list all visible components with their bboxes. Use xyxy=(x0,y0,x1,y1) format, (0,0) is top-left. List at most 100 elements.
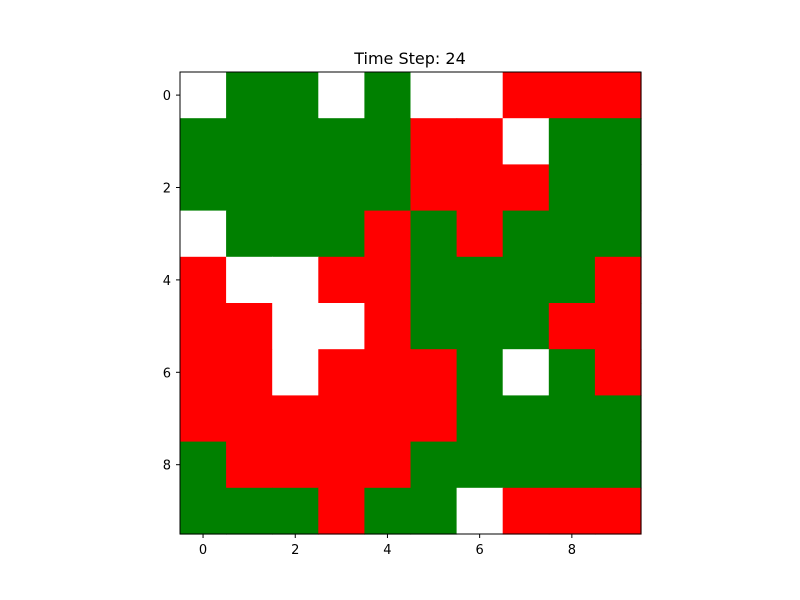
heatmap-cell-r7-c8 xyxy=(548,395,596,443)
heatmap-cell-r8-c3 xyxy=(318,441,365,489)
heatmap-cell-r6-c1 xyxy=(226,349,273,396)
heatmap-cell-r9-c0 xyxy=(180,487,227,535)
heatmap-cell-r6-c2 xyxy=(272,349,319,396)
heatmap-cell-r8-c2 xyxy=(272,441,319,489)
heatmap-cell-r4-c1 xyxy=(226,256,273,304)
heatmap-cell-r4-c8 xyxy=(548,256,596,304)
x-tick-label-4: 4 xyxy=(383,543,391,558)
heatmap-cell-r5-c6 xyxy=(456,303,504,350)
heatmap-cell-r3-c7 xyxy=(502,210,550,258)
heatmap-cell-r2-c2 xyxy=(272,164,319,212)
heatmap-cell-r7-c9 xyxy=(594,395,642,443)
heatmap-cell-r3-c5 xyxy=(410,210,458,258)
heatmap-cell-r2-c9 xyxy=(594,164,642,212)
heatmap-cell-r7-c7 xyxy=(502,395,550,443)
heatmap-cell-r8-c1 xyxy=(226,441,273,489)
heatmap-cell-r2-c5 xyxy=(410,164,458,212)
heatmap-cell-r2-c3 xyxy=(318,164,365,212)
heatmap-cell-r7-c2 xyxy=(272,395,319,443)
axis-ticks: 0 2 4 6 8 0 2 4 6 8 xyxy=(163,89,576,558)
heatmap-cell-r4-c4 xyxy=(364,256,412,304)
heatmap-cell-r3-c3 xyxy=(318,210,365,258)
heatmap-cell-r9-c2 xyxy=(272,487,319,535)
heatmap-cell-r1-c7 xyxy=(502,118,550,165)
chart-title: Time Step: 24 xyxy=(353,49,466,68)
heatmap-cell-r0-c2 xyxy=(272,72,319,119)
heatmap-cell-r4-c5 xyxy=(410,256,458,304)
heatmap-cell-r9-c7 xyxy=(502,487,550,535)
heatmap-cell-r8-c4 xyxy=(364,441,412,489)
heatmap-cell-r9-c5 xyxy=(410,487,458,535)
heatmap-cell-r9-c6 xyxy=(456,487,504,535)
heatmap-cell-r1-c9 xyxy=(594,118,642,165)
heatmap-cell-r3-c0 xyxy=(180,210,227,258)
heatmap-cell-r2-c0 xyxy=(180,164,227,212)
heatmap-cell-r9-c8 xyxy=(548,487,596,535)
heatmap-cell-r1-c2 xyxy=(272,118,319,165)
heatmap-cell-r8-c9 xyxy=(594,441,642,489)
heatmap-cell-r3-c1 xyxy=(226,210,273,258)
heatmap-cell-r8-c8 xyxy=(548,441,596,489)
heatmap-cell-r5-c7 xyxy=(502,303,550,350)
heatmap-cell-r0-c0 xyxy=(180,72,227,119)
heatmap-cell-r6-c4 xyxy=(364,349,412,396)
heatmap-cell-r4-c2 xyxy=(272,256,319,304)
heatmap-cell-r5-c4 xyxy=(364,303,412,350)
heatmap-cell-r1-c0 xyxy=(180,118,227,165)
heatmap-cell-r1-c4 xyxy=(364,118,412,165)
heatmap-cell-r1-c6 xyxy=(456,118,504,165)
heatmap-cell-r6-c8 xyxy=(548,349,596,396)
heatmap-cell-r4-c3 xyxy=(318,256,365,304)
heatmap-cell-r0-c5 xyxy=(410,72,458,119)
heatmap-cell-r7-c1 xyxy=(226,395,273,443)
heatmap-cell-r1-c1 xyxy=(226,118,273,165)
heatmap-cell-r9-c4 xyxy=(364,487,412,535)
y-tick-label-4: 4 xyxy=(163,274,171,289)
heatmap-cell-r2-c7 xyxy=(502,164,550,212)
heatmap-cell-r8-c0 xyxy=(180,441,227,489)
heatmap-cell-r5-c9 xyxy=(594,303,642,350)
y-tick-label-2: 2 xyxy=(163,182,171,197)
heatmap-cell-r6-c3 xyxy=(318,349,365,396)
heatmap-cell-r4-c6 xyxy=(456,256,504,304)
heatmap-cell-r6-c5 xyxy=(410,349,458,396)
heatmap-cell-r1-c3 xyxy=(318,118,365,165)
y-tick-label-6: 6 xyxy=(163,366,171,381)
heatmap-cell-r5-c5 xyxy=(410,303,458,350)
heatmap-cell-r7-c3 xyxy=(318,395,365,443)
heatmap-cell-r4-c7 xyxy=(502,256,550,304)
heatmap-cell-r5-c8 xyxy=(548,303,596,350)
heatmap-cell-r8-c6 xyxy=(456,441,504,489)
heatmap-cell-r7-c0 xyxy=(180,395,227,443)
heatmap-cell-r3-c4 xyxy=(364,210,412,258)
heatmap-cell-r5-c1 xyxy=(226,303,273,350)
heatmap-cell-r6-c7 xyxy=(502,349,550,396)
heatmap-cell-r0-c7 xyxy=(502,72,550,119)
heatmap-cell-r6-c0 xyxy=(180,349,227,396)
heatmap-cell-r3-c2 xyxy=(272,210,319,258)
heatmap-cell-r6-c6 xyxy=(456,349,504,396)
x-tick-label-8: 8 xyxy=(568,543,576,558)
heatmap-cell-r5-c2 xyxy=(272,303,319,350)
heatmap-cell-r3-c9 xyxy=(594,210,642,258)
heatmap-cell-r8-c5 xyxy=(410,441,458,489)
heatmap-cell-r0-c8 xyxy=(548,72,596,119)
x-tick-label-6: 6 xyxy=(476,543,484,558)
heatmap-cell-r5-c3 xyxy=(318,303,365,350)
x-tick-label-2: 2 xyxy=(291,543,299,558)
heatmap-cells xyxy=(180,72,642,535)
heatmap-cell-r7-c6 xyxy=(456,395,504,443)
heatmap-cell-r7-c4 xyxy=(364,395,412,443)
heatmap-cell-r2-c4 xyxy=(364,164,412,212)
heatmap-cell-r4-c0 xyxy=(180,256,227,304)
heatmap-cell-r0-c6 xyxy=(456,72,504,119)
heatmap-cell-r7-c5 xyxy=(410,395,458,443)
heatmap-cell-r2-c6 xyxy=(456,164,504,212)
heatmap-cell-r0-c1 xyxy=(226,72,273,119)
heatmap-cell-r3-c6 xyxy=(456,210,504,258)
x-tick-label-0: 0 xyxy=(199,543,207,558)
heatmap-cell-r1-c8 xyxy=(548,118,596,165)
heatmap-cell-r2-c1 xyxy=(226,164,273,212)
heatmap-cell-r9-c1 xyxy=(226,487,273,535)
